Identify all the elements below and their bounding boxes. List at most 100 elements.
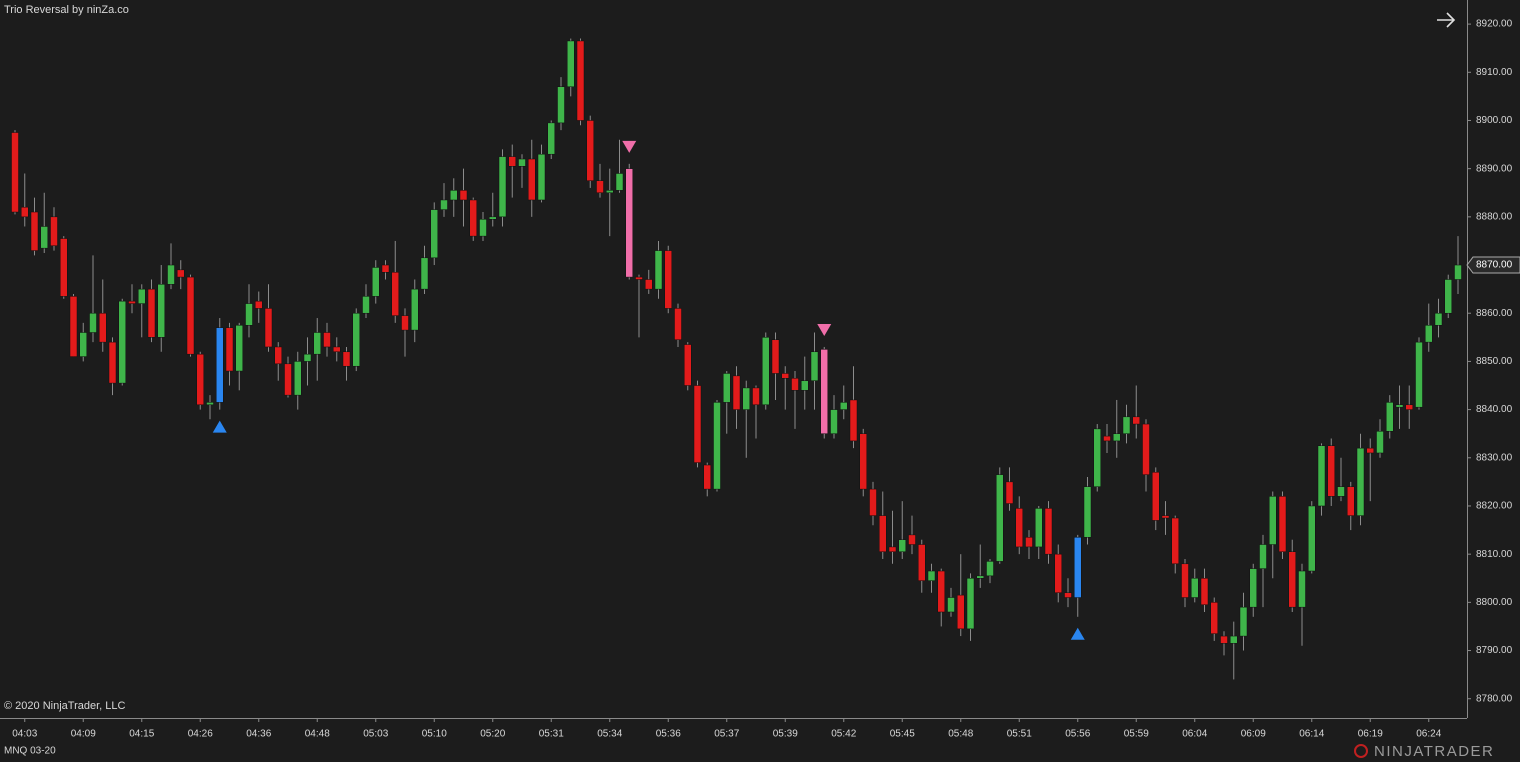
x-tick-label: 06:04 bbox=[1182, 729, 1207, 740]
candle-body bbox=[1395, 404, 1404, 408]
candle-body bbox=[1249, 568, 1257, 608]
y-tick-label: 8890.00 bbox=[1476, 163, 1513, 174]
candle-body bbox=[1152, 471, 1160, 521]
candle-body bbox=[216, 327, 224, 403]
y-tick-label: 8820.00 bbox=[1476, 501, 1513, 512]
candle-body bbox=[1122, 416, 1131, 434]
signal-arrow bbox=[817, 323, 832, 336]
x-tick-label: 05:42 bbox=[831, 729, 856, 740]
x-tick-label: 05:36 bbox=[656, 729, 681, 740]
y-tick-label: 8840.00 bbox=[1476, 404, 1513, 415]
candle-body bbox=[333, 346, 341, 353]
candle-body bbox=[274, 346, 282, 365]
y-tick-label: 8830.00 bbox=[1476, 452, 1513, 463]
candle-body bbox=[1093, 428, 1101, 487]
candle-body bbox=[1005, 481, 1014, 504]
x-tick-label: 04:36 bbox=[246, 729, 271, 740]
candle-body bbox=[245, 303, 253, 326]
candle-body bbox=[177, 269, 185, 278]
candle-body bbox=[1015, 508, 1023, 548]
candle-body bbox=[255, 300, 263, 309]
candle-body bbox=[459, 190, 468, 201]
candle-body bbox=[723, 373, 731, 403]
candle-body bbox=[128, 300, 136, 304]
candle-body bbox=[1425, 325, 1433, 343]
y-tick-label: 8780.00 bbox=[1476, 693, 1513, 704]
candle-body bbox=[1434, 312, 1443, 326]
candle-body bbox=[1356, 447, 1365, 516]
x-tick-label: 05:37 bbox=[714, 729, 739, 740]
candle-body bbox=[596, 180, 604, 194]
candle-body bbox=[664, 250, 672, 309]
candle-body bbox=[11, 132, 19, 213]
candle-body bbox=[342, 351, 351, 367]
x-tick-label: 05:20 bbox=[480, 729, 505, 740]
candle-body bbox=[576, 40, 585, 121]
x-tick-label: 05:45 bbox=[890, 729, 915, 740]
x-tick-label: 06:09 bbox=[1241, 729, 1266, 740]
candle-body bbox=[264, 308, 273, 348]
candle-body bbox=[479, 219, 487, 237]
candle-body bbox=[30, 211, 39, 251]
candle-body bbox=[840, 402, 848, 410]
candle-body bbox=[606, 190, 614, 194]
candle-body bbox=[118, 300, 126, 384]
y-tick-label: 8810.00 bbox=[1476, 549, 1513, 560]
candle-body bbox=[1103, 435, 1111, 442]
candle-body bbox=[947, 597, 955, 613]
candle-body bbox=[167, 264, 175, 285]
candle-body bbox=[703, 464, 711, 490]
x-tick-label: 06:19 bbox=[1358, 729, 1383, 740]
candle-body bbox=[489, 216, 497, 220]
candle-body bbox=[615, 173, 624, 191]
candle-body bbox=[1025, 537, 1033, 548]
x-tick-label: 04:15 bbox=[129, 729, 154, 740]
signal-arrow bbox=[1070, 627, 1085, 640]
candle-body bbox=[957, 594, 965, 630]
y-tick-label: 8900.00 bbox=[1476, 115, 1513, 126]
candle-body bbox=[1298, 570, 1306, 608]
candle-body bbox=[1415, 341, 1423, 408]
candle-body bbox=[294, 361, 302, 396]
candle-body bbox=[196, 353, 204, 406]
candle-body bbox=[898, 539, 906, 553]
candle-body bbox=[89, 312, 97, 333]
x-tick-label: 04:26 bbox=[188, 729, 213, 740]
candle-body bbox=[40, 226, 48, 249]
candle-body bbox=[849, 399, 858, 442]
candle-body bbox=[781, 373, 789, 379]
candle-body bbox=[362, 296, 370, 314]
x-tick-label: 04:09 bbox=[71, 729, 96, 740]
candle-body bbox=[186, 276, 195, 355]
candle-body bbox=[996, 474, 1004, 562]
x-tick-label: 05:31 bbox=[539, 729, 564, 740]
candle-body bbox=[586, 120, 594, 181]
y-tick-label: 8800.00 bbox=[1476, 597, 1513, 608]
candle-body bbox=[654, 250, 663, 290]
signal-arrow bbox=[212, 420, 227, 433]
arrow-icon[interactable] bbox=[1437, 12, 1456, 28]
candle-body bbox=[1366, 447, 1374, 454]
candle-body bbox=[732, 375, 741, 410]
candle-body bbox=[313, 332, 321, 355]
candle-body bbox=[879, 515, 887, 553]
x-tick-label: 05:56 bbox=[1065, 729, 1090, 740]
candle-body bbox=[1054, 553, 1062, 593]
candle-body bbox=[381, 264, 390, 273]
candle-body bbox=[1376, 431, 1384, 454]
candle-body bbox=[1113, 433, 1121, 442]
candle-body bbox=[927, 570, 936, 581]
candle-body bbox=[469, 199, 477, 237]
candle-body bbox=[918, 544, 926, 581]
x-tick-label: 06:24 bbox=[1416, 729, 1441, 740]
candle-body bbox=[752, 387, 760, 406]
copyright: © 2020 NinjaTrader, LLC bbox=[4, 700, 125, 712]
candle-body bbox=[1161, 515, 1170, 519]
candle-body bbox=[518, 158, 526, 167]
candle-body bbox=[1308, 505, 1316, 572]
candle-body bbox=[791, 378, 799, 391]
candle-body bbox=[1171, 517, 1179, 565]
candle-body bbox=[869, 488, 877, 516]
candle-body bbox=[108, 341, 117, 384]
candles bbox=[11, 38, 1462, 680]
